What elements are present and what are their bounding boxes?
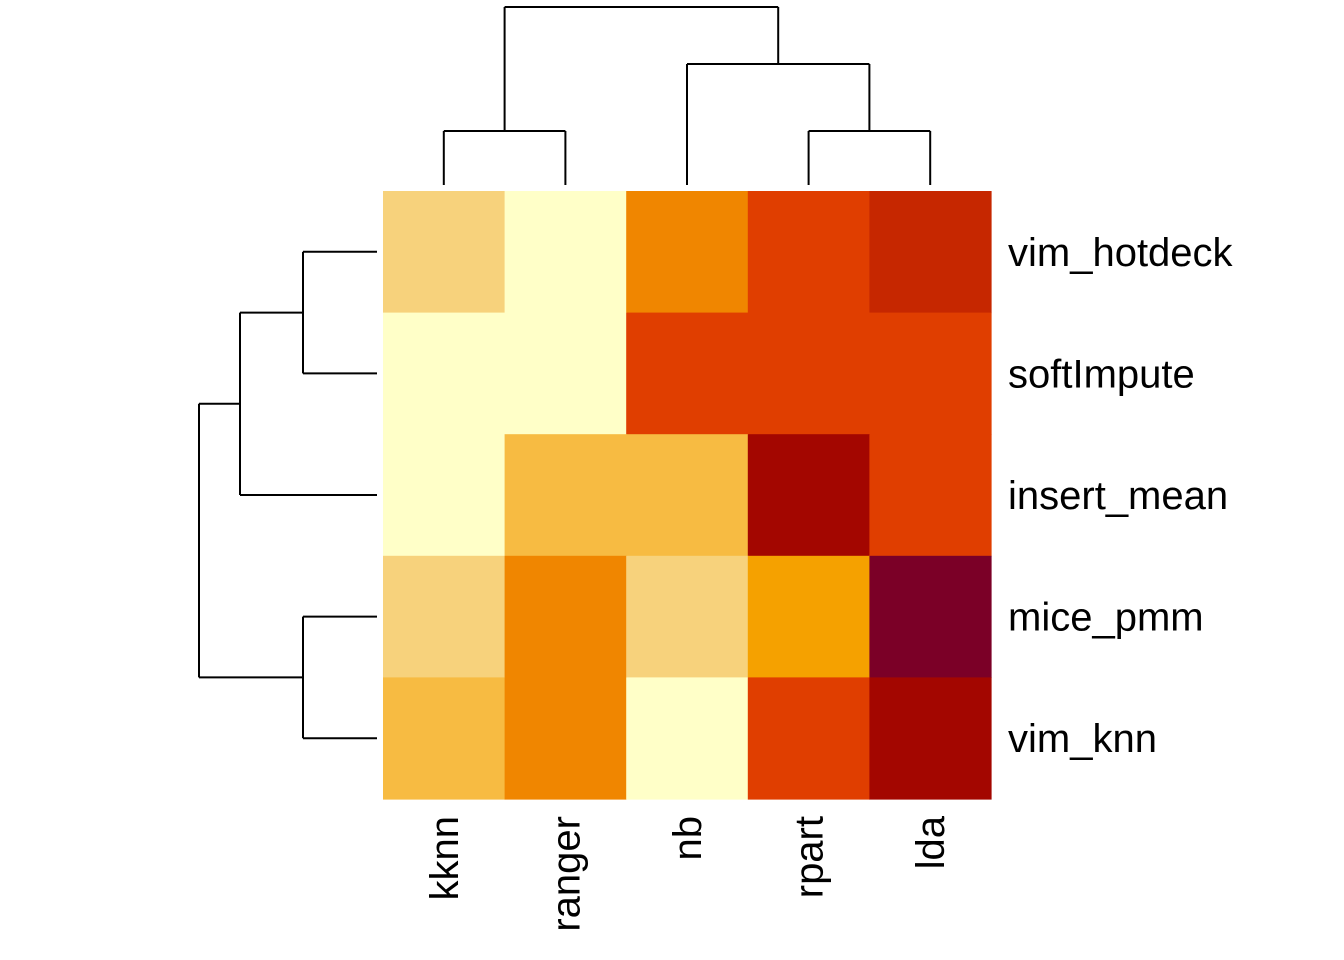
column-labels: kknn ranger nb rpart lda (423, 815, 953, 931)
heatmap-cell-mice_pmm-nb (626, 555, 749, 678)
heatmap-cell-mice_pmm-ranger (504, 555, 627, 678)
row-label-softImpute: softImpute (1008, 352, 1195, 396)
row-label-vim_hotdeck: vim_hotdeck (1008, 231, 1234, 275)
row-labels: vim_hotdeck softImpute insert_mean mice_pmm… (1008, 231, 1234, 761)
heatmap-cell-vim_hotdeck-nb (626, 191, 749, 314)
heatmap-cell-insert_mean-ranger (504, 434, 627, 557)
heatmap-cell-softImpute-nb (626, 312, 749, 435)
heatmap-cell-insert_mean-lda (869, 434, 992, 557)
heatmap-cell-vim_knn-ranger (504, 677, 627, 800)
column-label-kknn: kknn (423, 816, 467, 901)
column-label-rpart: rpart (788, 816, 832, 898)
row-label-mice_pmm: mice_pmm (1008, 596, 1204, 640)
heatmap-cell-vim_hotdeck-ranger (504, 191, 627, 314)
heatmap-cell-vim_knn-kknn (383, 677, 506, 800)
column-label-nb: nb (666, 816, 710, 861)
heatmap-cell-insert_mean-rpart (747, 434, 870, 557)
column-label-lda: lda (909, 815, 953, 869)
heatmap-cell-vim_knn-lda (869, 677, 992, 800)
heatmap-cell-vim_hotdeck-kknn (383, 191, 506, 314)
heatmap-cell-vim_knn-nb (626, 677, 749, 800)
column-dendrogram (442, 6, 932, 185)
heatmap-cell-softImpute-lda (869, 312, 992, 435)
heatmap-cell-insert_mean-kknn (383, 434, 506, 557)
row-label-insert_mean: insert_mean (1008, 474, 1228, 518)
heatmap-cell-mice_pmm-kknn (383, 555, 506, 678)
heatmap-cell-insert_mean-nb (626, 434, 749, 557)
heatmap-cell-vim_hotdeck-lda (869, 191, 992, 314)
heatmap-cell-softImpute-ranger (504, 312, 627, 435)
heatmap-cell-vim_knn-rpart (747, 677, 870, 800)
heatmap-cell-softImpute-rpart (747, 312, 870, 435)
heatmap-cells (383, 191, 992, 800)
heatmap-cell-softImpute-kknn (383, 312, 506, 435)
column-label-ranger: ranger (544, 816, 588, 932)
row-dendrogram (198, 250, 377, 740)
row-label-vim_knn: vim_knn (1008, 717, 1157, 761)
heatmap-cell-mice_pmm-lda (869, 555, 992, 678)
heatmap-cell-mice_pmm-rpart (747, 555, 870, 678)
heatmap-cell-vim_hotdeck-rpart (747, 191, 870, 314)
